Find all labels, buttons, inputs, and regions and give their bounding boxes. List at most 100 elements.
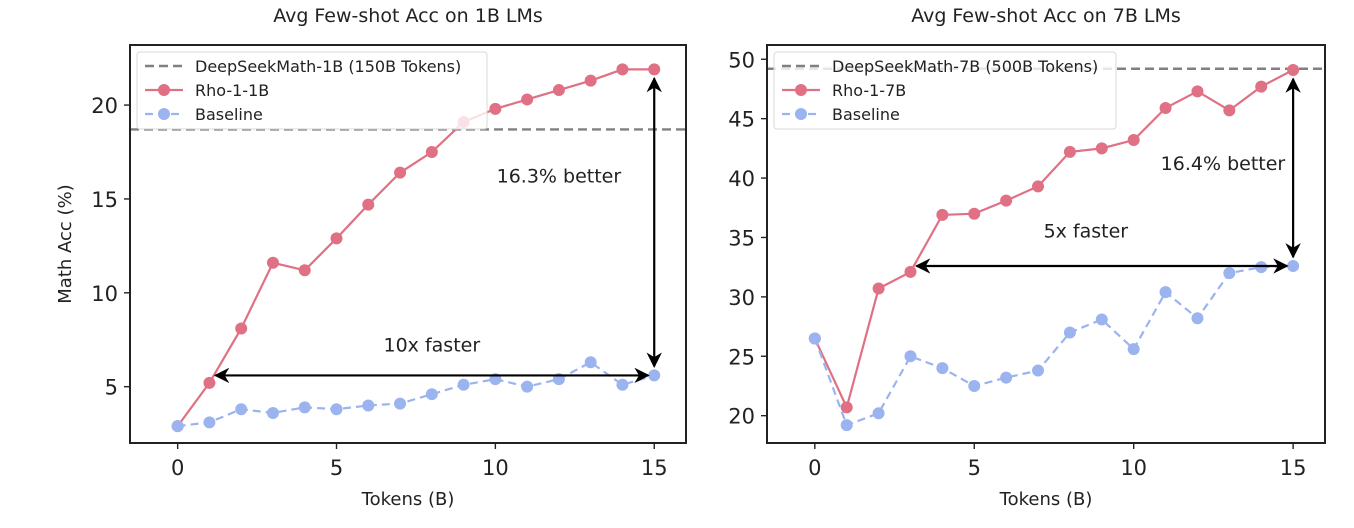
data-point-rho	[394, 166, 407, 179]
x-tick-label: 5	[330, 456, 343, 480]
data-point-baseline	[1159, 286, 1172, 299]
data-point-rho	[489, 102, 502, 115]
data-point-baseline	[1000, 371, 1013, 384]
data-point-baseline	[1223, 267, 1236, 280]
data-point-rho	[425, 146, 438, 159]
annotation-label: 16.4% better	[1161, 153, 1286, 175]
data-point-rho	[362, 198, 375, 211]
chart-7b-panel: Avg Few-shot Acc on 7B LMs 0 5 10 15 20 25 30 35…	[728, 5, 1326, 510]
y-tick-label: 35	[728, 226, 755, 250]
legend-label-reference: DeepSeekMath-1B (150B Tokens)	[195, 57, 461, 76]
data-point-baseline	[808, 332, 821, 345]
series-line-baseline	[813, 264, 1294, 427]
x-tick-label: 10	[482, 456, 509, 480]
data-point-baseline	[872, 407, 885, 420]
data-point-baseline	[1255, 261, 1268, 274]
data-point-baseline	[904, 350, 917, 363]
y-tick-label: 30	[728, 286, 755, 310]
data-point-rho	[1159, 101, 1172, 114]
data-point-rho	[1127, 134, 1140, 147]
annotation-label: 5x faster	[1044, 221, 1129, 243]
data-point-rho	[648, 63, 661, 76]
data-point-rho	[552, 84, 565, 97]
data-point-rho	[521, 93, 534, 106]
data-point-baseline	[1127, 343, 1140, 356]
y-tick-label: 15	[91, 188, 118, 212]
data-point-rho	[968, 207, 981, 220]
x-tick-label: 15	[1280, 456, 1307, 480]
y-axis-label: Math Acc (%)	[55, 184, 76, 303]
data-point-rho	[872, 282, 885, 295]
data-point-rho	[330, 232, 343, 245]
x-tick-label: 0	[171, 456, 184, 480]
data-point-rho	[1063, 145, 1076, 158]
legend-box	[773, 51, 1117, 130]
data-point-rho	[1032, 180, 1045, 193]
chart-title: Avg Few-shot Acc on 7B LMs	[911, 5, 1181, 27]
annotation-label: 16.3% better	[497, 165, 622, 187]
annotation-label: 10x faster	[384, 334, 481, 356]
data-point-baseline	[203, 416, 216, 429]
legend-label-reference: DeepSeekMath-7B (500B Tokens)	[832, 57, 1098, 76]
legend-label: Baseline	[195, 105, 263, 124]
legend-swatch-marker	[795, 84, 807, 96]
legend-box	[136, 51, 488, 130]
y-tick-label: 5	[105, 376, 118, 400]
data-point-baseline	[968, 379, 981, 392]
chart-1b-panel: Avg Few-shot Acc on 1B LMs 0 5 10 15 5 10 15 20 T…	[55, 5, 687, 510]
series-line-rho	[176, 68, 655, 427]
data-point-baseline	[616, 378, 629, 391]
data-point-rho	[616, 63, 629, 76]
data-point-baseline	[648, 369, 661, 382]
legend-label: Baseline	[832, 105, 900, 124]
data-point-rho	[1287, 63, 1300, 76]
legend-label: Rho-1-1B	[195, 81, 269, 100]
data-point-baseline	[584, 356, 597, 369]
legend-swatch-marker	[158, 84, 170, 96]
data-point-baseline	[298, 401, 311, 414]
data-point-rho	[936, 208, 949, 221]
legend-swatch-marker	[158, 108, 170, 120]
data-point-rho	[235, 322, 248, 335]
data-point-baseline	[521, 380, 534, 393]
y-tick-label: 45	[728, 108, 755, 132]
data-point-baseline	[1191, 312, 1204, 325]
data-point-rho	[298, 264, 311, 277]
data-point-baseline	[1095, 313, 1108, 326]
x-tick-label: 0	[808, 456, 821, 480]
data-point-baseline	[840, 419, 853, 432]
y-tick-label: 50	[728, 48, 755, 72]
x-axis-label: Tokens (B)	[361, 489, 455, 510]
data-point-rho	[584, 74, 597, 87]
plot-frame	[766, 44, 1326, 444]
data-point-baseline	[1063, 326, 1076, 339]
x-tick-label: 5	[968, 456, 981, 480]
data-point-rho	[1255, 80, 1268, 93]
x-tick-label: 10	[1120, 456, 1147, 480]
y-tick-label: 40	[728, 167, 755, 191]
data-point-baseline	[235, 403, 248, 416]
data-point-baseline	[394, 397, 407, 410]
chart-title: Avg Few-shot Acc on 1B LMs	[273, 5, 543, 27]
plot-frame	[129, 44, 687, 444]
y-tick-label: 25	[728, 345, 755, 369]
data-point-baseline	[1287, 259, 1300, 272]
data-point-baseline	[362, 399, 375, 412]
data-point-baseline	[171, 420, 184, 433]
data-point-rho	[203, 376, 216, 389]
data-point-rho	[1223, 104, 1236, 117]
y-tick-label: 20	[91, 94, 118, 118]
data-point-rho	[904, 265, 917, 278]
data-point-baseline	[425, 388, 438, 401]
data-point-rho	[266, 256, 279, 269]
x-tick-label: 15	[641, 456, 668, 480]
data-point-baseline	[936, 362, 949, 375]
x-axis-label: Tokens (B)	[999, 489, 1093, 510]
series-line-baseline	[177, 360, 655, 428]
data-point-rho	[1095, 142, 1108, 155]
data-point-baseline	[266, 406, 279, 419]
legend-swatch-marker	[795, 108, 807, 120]
data-point-baseline	[330, 403, 343, 416]
series-line-rho	[813, 68, 1294, 411]
